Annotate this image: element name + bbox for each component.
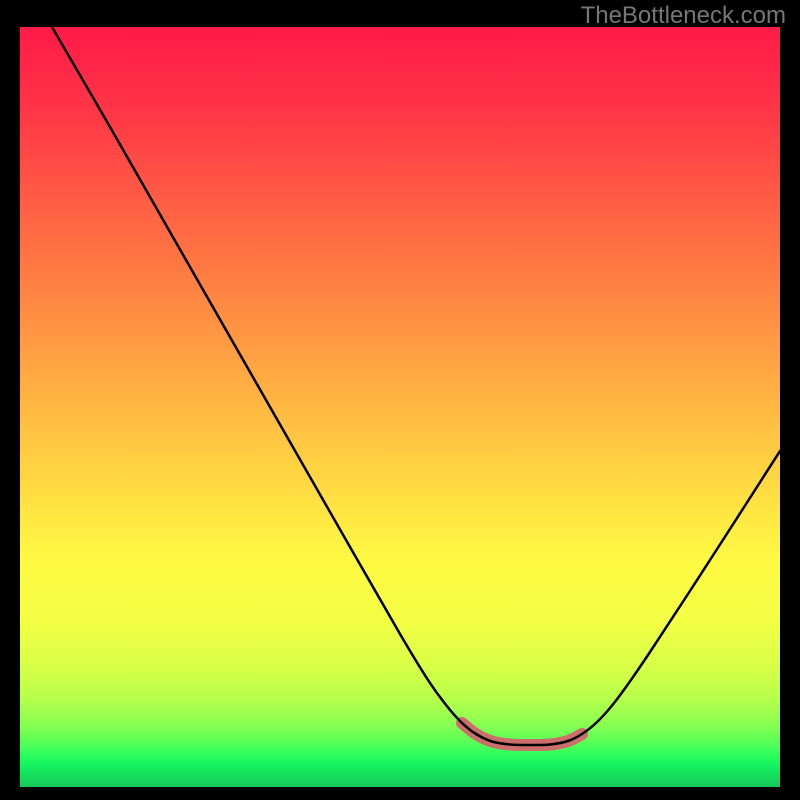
bottleneck-curve bbox=[52, 27, 780, 745]
watermark-text: TheBottleneck.com bbox=[581, 2, 786, 30]
plot-area bbox=[20, 27, 780, 787]
curve-layer bbox=[20, 27, 780, 787]
chart-stage: TheBottleneck.com bbox=[0, 0, 800, 800]
